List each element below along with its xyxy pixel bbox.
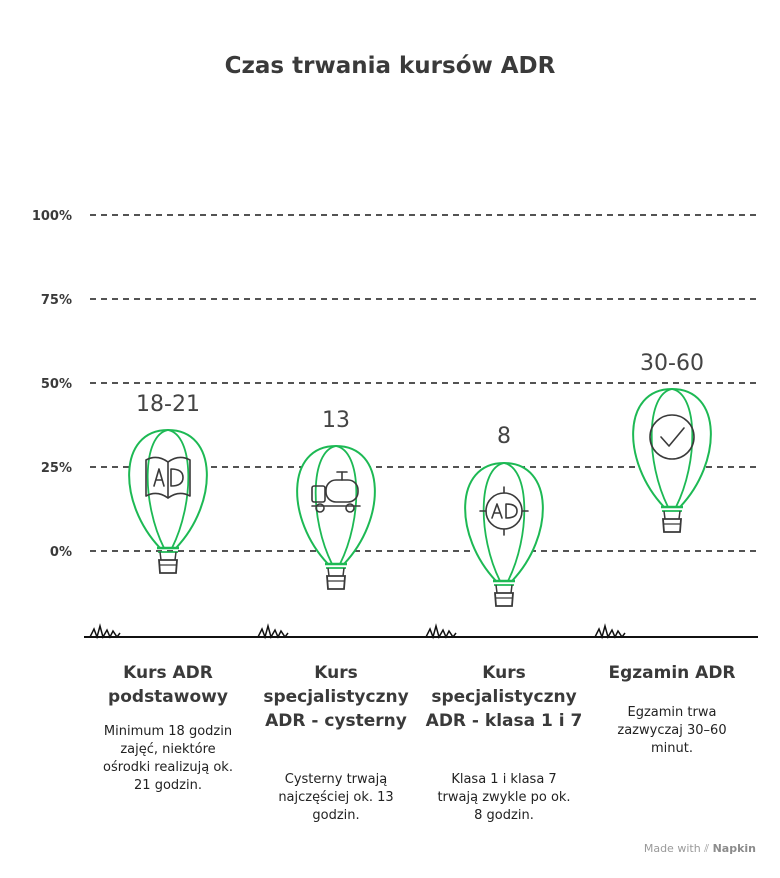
footer-brand: Napkin xyxy=(712,842,756,855)
grass-tuft xyxy=(425,623,457,640)
category-title: Kurs specjalistyczny ADR - cysterny xyxy=(263,663,409,731)
basket xyxy=(158,559,178,574)
category-description: Egzamin trwa zazwyczaj 30–60 minut. xyxy=(617,705,727,756)
checkmark-circle-icon xyxy=(649,414,695,460)
grass-tuft xyxy=(257,623,289,640)
y-tick-label: 25% xyxy=(41,461,72,476)
basket xyxy=(662,518,682,533)
y-tick-label: 0% xyxy=(50,545,72,560)
book-ad-icon xyxy=(145,456,191,499)
tanker-truck-icon xyxy=(311,471,361,513)
category-description: Klasa 1 i klasa 7 trwają zwykle po ok. 8… xyxy=(437,772,571,823)
chart-title: Czas trwania kursów ADR xyxy=(225,53,556,79)
y-tick-label: 50% xyxy=(41,377,72,392)
balloon-bar: 30-60 xyxy=(632,351,712,533)
data-label: 13 xyxy=(322,408,350,433)
category-description: Minimum 18 godzin zajęć, niektóre ośrodk… xyxy=(103,724,233,793)
y-tick-label: 75% xyxy=(41,293,72,308)
balloon-bar: 13 xyxy=(296,408,376,590)
y-tick-label: 100% xyxy=(32,209,72,224)
balloon-bar: 8 xyxy=(464,424,544,607)
napkin-logo-icon: ⫽ xyxy=(704,842,710,855)
footer-credit: Made with ⫽ Napkin xyxy=(644,842,756,856)
balloon-bar: 18-21 xyxy=(128,392,208,574)
grass-tuft xyxy=(594,623,626,640)
category-title: Kurs specjalistyczny ADR - klasa 1 i 7 xyxy=(425,663,583,731)
target-ad-icon xyxy=(479,486,529,536)
basket xyxy=(326,575,346,590)
data-label: 18-21 xyxy=(136,392,200,417)
grass-tuft xyxy=(89,623,121,640)
category-title: Kurs ADR podstawowy xyxy=(108,663,228,707)
basket xyxy=(494,592,514,607)
data-label: 30-60 xyxy=(640,351,704,376)
category-description: Cysterny trwają najczęściej ok. 13 godzi… xyxy=(278,772,394,823)
footer-made-with: Made with xyxy=(643,842,701,855)
data-label: 8 xyxy=(497,424,511,449)
category-title: Egzamin ADR xyxy=(608,663,736,683)
